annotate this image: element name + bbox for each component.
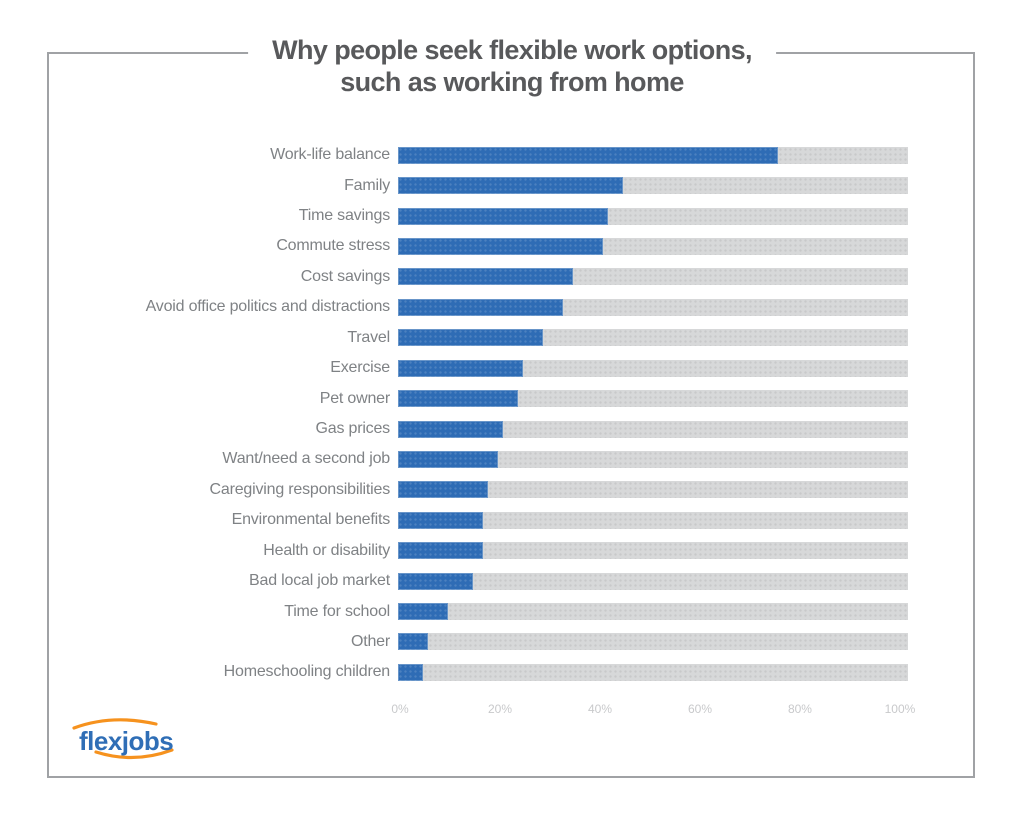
category-label: Pet owner xyxy=(319,389,390,407)
chart-row: Gas prices xyxy=(49,414,975,444)
axis-tick-label: 40% xyxy=(587,702,613,716)
chart-title-line1: Why people seek flexible work options, xyxy=(272,35,752,65)
category-label: Want/need a second job xyxy=(222,450,390,468)
bar-fill xyxy=(398,329,543,347)
bar-track xyxy=(398,268,908,286)
category-label: Family xyxy=(344,176,390,194)
chart-row: Cost savings xyxy=(49,262,975,292)
bar-track xyxy=(398,603,908,621)
chart-row: Travel xyxy=(49,323,975,353)
category-label: Travel xyxy=(347,328,390,346)
bar-track xyxy=(398,146,908,164)
bar-fill xyxy=(398,603,448,621)
axis-tick-label: 100% xyxy=(884,702,916,716)
category-label: Avoid office politics and distractions xyxy=(145,298,391,316)
bar-fill xyxy=(398,450,498,468)
bar-fill xyxy=(398,390,518,408)
chart-row: Other xyxy=(49,627,975,657)
logo-swoosh-icon xyxy=(72,718,174,760)
chart-row: Caregiving responsibilities xyxy=(49,475,975,505)
bar-track xyxy=(398,359,908,377)
chart-row: Time for school xyxy=(49,596,975,626)
chart-row: Exercise xyxy=(49,353,975,383)
axis-tick-label: 20% xyxy=(487,702,513,716)
category-label: Homeschooling children xyxy=(223,663,391,681)
axis-tick-label: 60% xyxy=(688,702,713,716)
logo-swoosh-top-icon xyxy=(72,718,158,730)
bar-track xyxy=(398,511,908,529)
bar-track xyxy=(398,177,908,195)
bar-track xyxy=(398,207,908,225)
chart-row: Want/need a second job xyxy=(49,444,975,474)
flexjobs-logo: flexjobs xyxy=(68,702,186,766)
category-label: Exercise xyxy=(330,359,390,377)
bar-track xyxy=(398,237,908,255)
bar-track xyxy=(398,298,908,316)
category-label: Gas prices xyxy=(315,420,391,437)
bar-track xyxy=(398,329,908,347)
category-label: Bad local job market xyxy=(249,572,390,590)
bar-chart: Work-life balance Family Time savings Commu… xyxy=(49,140,975,688)
chart-row: Family xyxy=(49,170,975,200)
bar-fill xyxy=(398,481,488,499)
bar-fill xyxy=(398,237,604,255)
chart-row: Avoid office politics and distractions xyxy=(49,292,975,322)
x-axis: 0% 20% 40% 60% 80% 100% xyxy=(391,702,915,718)
category-label: Other xyxy=(350,632,390,650)
chart-row: Homeschooling children xyxy=(49,657,975,687)
chart-row: Environmental benefits xyxy=(49,505,975,535)
bar-track xyxy=(398,481,908,499)
category-label: Time savings xyxy=(298,207,390,225)
bar-track xyxy=(398,450,908,468)
chart-title-line2: such as working from home xyxy=(340,67,684,98)
logo-wordmark: flexjobs xyxy=(79,726,174,756)
bar-fill xyxy=(398,207,609,225)
category-label: Environmental benefits xyxy=(231,511,391,529)
bar-fill xyxy=(398,420,503,438)
bar-fill xyxy=(398,359,523,377)
bar-fill xyxy=(398,633,428,651)
bar-fill xyxy=(398,146,778,164)
chart-row: Pet owner xyxy=(49,383,975,413)
chart-row: Commute stress xyxy=(49,231,975,261)
axis-tick-label: 0% xyxy=(391,702,409,716)
bar-track xyxy=(398,420,908,438)
bar-fill xyxy=(398,298,563,316)
bar-fill xyxy=(398,177,623,195)
bar-fill xyxy=(398,511,484,529)
category-label: Health or disability xyxy=(263,541,390,559)
logo-swoosh-bottom-icon xyxy=(94,748,174,760)
chart-row: Work-life balance xyxy=(49,140,975,170)
axis-tick-label: 80% xyxy=(787,702,812,716)
bar-track xyxy=(398,572,908,590)
bar-track xyxy=(398,542,908,560)
chart-title: Why people seek flexible work options, s… xyxy=(248,34,776,99)
category-label: Cost savings xyxy=(300,267,390,285)
bar-track xyxy=(398,663,908,681)
category-label: Commute stress xyxy=(276,237,390,255)
category-label: Work-life balance xyxy=(270,146,390,164)
chart-row: Time savings xyxy=(49,201,975,231)
bar-fill xyxy=(398,268,573,286)
bar-track xyxy=(398,633,908,651)
chart-row: Bad local job market xyxy=(49,566,975,596)
category-label: Time for school xyxy=(284,602,390,620)
category-label: Caregiving responsibilities xyxy=(209,480,391,498)
bar-fill xyxy=(398,542,484,560)
bar-fill xyxy=(398,572,474,590)
bar-track xyxy=(398,390,908,408)
chart-row: Health or disability xyxy=(49,535,975,565)
bar-fill xyxy=(398,663,423,681)
